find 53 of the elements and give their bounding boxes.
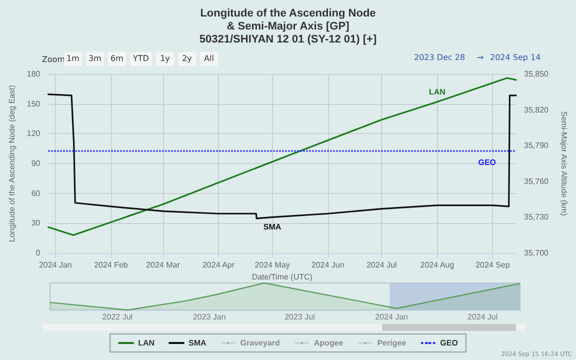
y2-tick-label: 35,700 (524, 248, 550, 258)
y2-tick-label: 35,730 (524, 212, 550, 222)
text: → (477, 53, 484, 62)
y-tick-label: 180 (26, 70, 41, 78)
line-series (47, 93, 517, 220)
y-tick-label: 120 (26, 129, 41, 138)
x-tick-label: 2024 Jul (366, 260, 397, 270)
legend-label: Perigee (377, 338, 407, 348)
text: LAN (428, 87, 446, 96)
zoom-button: YTD (130, 52, 152, 66)
y-axis-title: Longitude of the Ascending Node (deg East) (8, 84, 16, 242)
text: 2023 Dec 28 (414, 53, 466, 62)
y2-tick-label: 35,790 (524, 141, 550, 150)
y-tick-label: 60 (31, 188, 41, 198)
x-tick-label: 2024 Mar (146, 260, 180, 270)
x-tick-label: 2024 Jul (467, 312, 498, 322)
chart-title: Longitude of the Ascending Node & Semi-Major Axis [GP] 50321/SHIYAN 12 01 (SY-12 01) [+] (199, 8, 377, 46)
zoom-button: 2y (178, 52, 196, 66)
x-axis-title: Date/Time (UTC) (252, 272, 313, 282)
legend-label: Graveyard (240, 338, 280, 348)
x-tick-label: 2024 Jun (311, 260, 344, 270)
legend-label: Apogee (314, 338, 344, 348)
x-tick-label: 2024 Aug (420, 260, 454, 270)
zoom-button: 1y (156, 52, 174, 66)
zoom-button: 1m (64, 52, 82, 66)
x-tick-label: 2024 Jan (375, 312, 408, 322)
x-tick-label: 2024 Sep (476, 260, 510, 270)
y-tick-label: 90 (31, 159, 41, 168)
x-tick-label: 2022 Jul (102, 312, 133, 322)
zoom-button: All (200, 52, 218, 66)
y-tick-label: 0 (36, 248, 41, 258)
x-tick-label: 2024 Apr (202, 260, 235, 270)
y2-tick-label: 35,820 (524, 105, 550, 114)
y-tick-label: 30 (31, 218, 41, 228)
zoom-button: 3m (86, 52, 104, 66)
line-series (47, 77, 517, 236)
text: Zoom (42, 55, 66, 64)
legend-label: GEO (440, 338, 458, 348)
y2-tick-label: 35,850 (524, 70, 550, 78)
x-tick-label: 2024 Jan (38, 260, 72, 270)
y2-axis-title: Semi-Major Axis Altitude (km) (560, 111, 568, 216)
y2-tick-label: 35,760 (524, 176, 550, 186)
text: GEO (478, 158, 496, 167)
text: 2024 Sep 14 (490, 53, 541, 62)
y-tick-label: 150 (26, 99, 41, 108)
zoom-button: 6m (108, 52, 126, 66)
x-tick-label: 2023 Jul (284, 312, 316, 322)
legend-label: SMA (188, 338, 207, 348)
x-tick-label: 2023 Jan (192, 312, 226, 322)
x-tick-label: 2024 May (254, 260, 290, 270)
x-tick-label: 2024 Feb (94, 260, 128, 270)
legend-label: LAN (138, 338, 155, 348)
text: SMA (263, 222, 282, 232)
